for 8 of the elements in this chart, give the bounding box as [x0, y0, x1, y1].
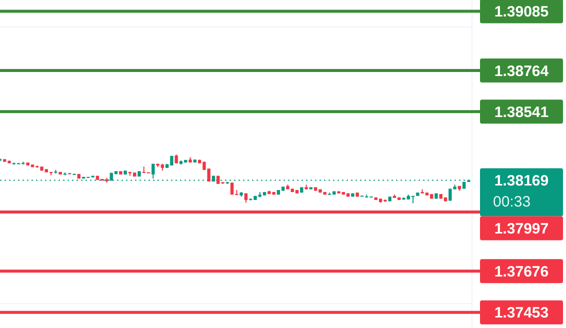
ref-line-label: 1.38169 [494, 172, 549, 190]
ref-line-label: 1.37997 [494, 220, 549, 238]
text: 00:33 [493, 194, 531, 211]
ref-line-label: 1.37453 [494, 304, 549, 322]
ref-line-label: 1.38764 [494, 62, 550, 80]
ref-line-label: 1.37676 [494, 264, 549, 281]
ref-line-label: 1.38541 [494, 104, 549, 122]
ref-line-label: 1.39085 [494, 4, 549, 21]
